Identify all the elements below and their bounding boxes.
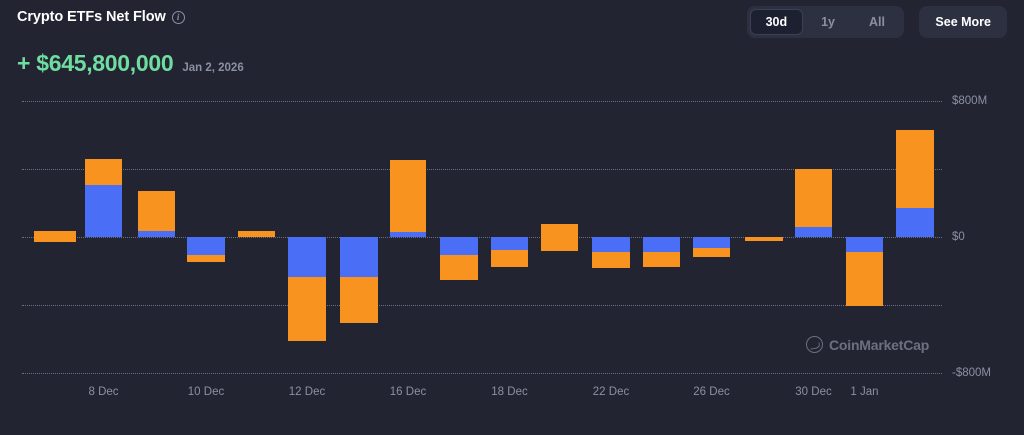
bar-segment-orange[interactable] (340, 276, 378, 323)
x-axis-label: 12 Dec (288, 386, 326, 398)
bar-segment-blue[interactable] (85, 184, 122, 237)
bar-segment-orange[interactable] (187, 255, 225, 262)
gridline (22, 237, 942, 238)
bar-segment-blue[interactable] (187, 237, 225, 256)
watermark: CoinMarketCap (806, 336, 929, 353)
x-axis-label: 10 Dec (187, 386, 225, 398)
bar-segment-orange[interactable] (795, 169, 832, 227)
coinmarketcap-logo-icon (806, 336, 823, 353)
bar-segment-orange[interactable] (896, 129, 934, 208)
bar-segment-orange[interactable] (238, 231, 275, 237)
bar-segment-orange[interactable] (34, 231, 76, 243)
bar-segment-orange[interactable] (846, 251, 883, 306)
bar-segment-orange[interactable] (693, 248, 730, 258)
bar-segment-blue[interactable] (643, 237, 680, 252)
gridline (22, 373, 942, 374)
x-axis-label: 16 Dec (389, 386, 427, 398)
see-more-button[interactable]: See More (919, 6, 1007, 38)
x-axis-label: 30 Dec (795, 386, 832, 398)
bar-segment-orange[interactable] (745, 237, 783, 242)
bar-segment-orange[interactable] (390, 159, 426, 233)
x-axis-label: 18 Dec (491, 386, 528, 398)
range-button-all[interactable]: All (853, 9, 901, 35)
x-axis-label: 26 Dec (693, 386, 730, 398)
bar-segment-orange[interactable] (138, 191, 175, 232)
y-axis-label: -$800M (952, 367, 991, 379)
bar-segment-orange[interactable] (541, 224, 578, 252)
bar-segment-blue[interactable] (390, 232, 426, 237)
bar-segment-orange[interactable] (592, 251, 630, 268)
bar-segment-blue[interactable] (491, 237, 528, 250)
range-button-1y[interactable]: 1y (805, 9, 851, 35)
range-selector[interactable]: 30d 1y All (746, 6, 904, 38)
bar-segment-orange[interactable] (491, 249, 528, 267)
bar-segment-blue[interactable] (440, 237, 478, 256)
summary-value-row: + $645,800,000 Jan 2, 2026 (17, 50, 244, 77)
info-icon[interactable]: i (171, 10, 185, 24)
title-area: Crypto ETFs Net Flow i (17, 9, 185, 25)
gridline (22, 305, 942, 306)
bar-segment-blue[interactable] (340, 237, 378, 277)
bar-segment-blue[interactable] (592, 237, 630, 252)
bar-segment-blue[interactable] (896, 207, 934, 237)
bar-segment-orange[interactable] (85, 158, 122, 185)
bar-segment-orange[interactable] (440, 255, 478, 280)
x-axis-label: 22 Dec (592, 386, 630, 398)
y-axis-label: $0 (952, 231, 965, 243)
widget-header: Crypto ETFs Net Flow i 30d 1y All See Mo… (0, 0, 1024, 46)
gridline (22, 101, 942, 102)
bar-segment-blue[interactable] (138, 231, 175, 237)
page-title: Crypto ETFs Net Flow (17, 9, 166, 25)
net-flow-value: + $645,800,000 (17, 50, 174, 76)
bar-segment-orange[interactable] (288, 276, 326, 341)
net-flow-date: Jan 2, 2026 (182, 62, 244, 74)
bar-segment-blue[interactable] (288, 237, 326, 277)
bar-segment-blue[interactable] (795, 226, 832, 237)
gridline (22, 169, 942, 170)
x-axis-label: 8 Dec (88, 386, 119, 398)
bar-segment-blue[interactable] (693, 237, 730, 249)
watermark-label: CoinMarketCap (829, 336, 930, 353)
x-axis-label: 1 Jan (850, 386, 879, 398)
bar-segment-orange[interactable] (643, 251, 680, 267)
y-axis-label: $800M (952, 95, 988, 107)
bar-segment-blue[interactable] (846, 237, 883, 252)
range-button-30d[interactable]: 30d (749, 9, 804, 35)
